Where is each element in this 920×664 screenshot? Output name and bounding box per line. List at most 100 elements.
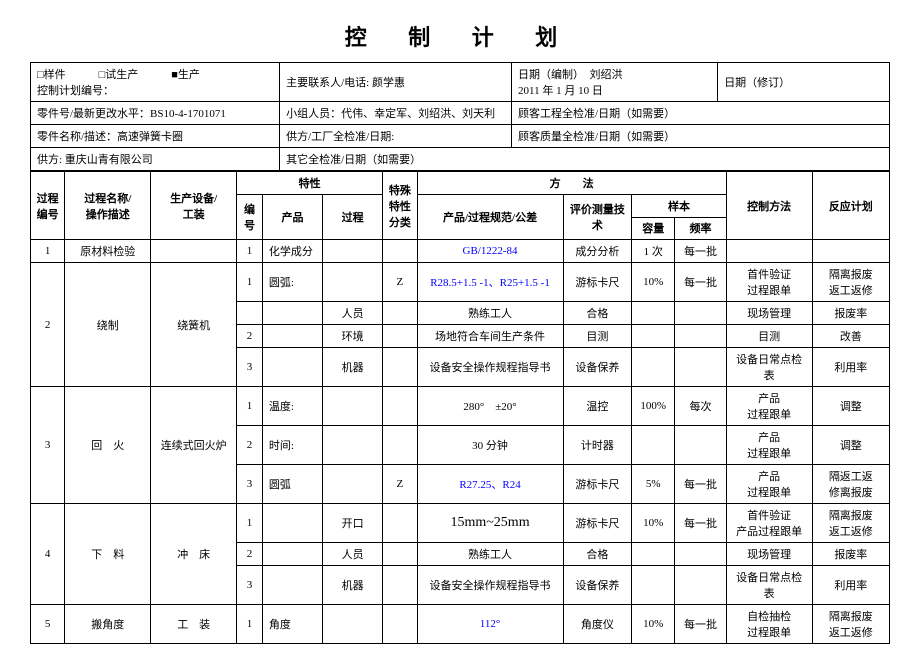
cell-react: 隔离报废 返工返修 bbox=[812, 504, 889, 543]
cell-product: 化学成分 bbox=[262, 240, 322, 263]
cell-spec: R27.25、R24 bbox=[417, 465, 563, 504]
cell-n: 2 bbox=[237, 426, 263, 465]
cell-cap bbox=[632, 426, 675, 465]
cell-process: 人员 bbox=[323, 302, 383, 325]
cell-spec: 280° ±20° bbox=[417, 387, 563, 426]
date-revised: 日期（修订） bbox=[718, 63, 890, 102]
cell-n: 2 bbox=[237, 543, 263, 566]
cell-eval: 计时器 bbox=[563, 426, 632, 465]
cell-ctrl: 产品 过程跟单 bbox=[726, 387, 812, 426]
cell-freq: 每一批 bbox=[675, 465, 727, 504]
cell-eval: 温控 bbox=[563, 387, 632, 426]
cell-product bbox=[262, 543, 322, 566]
cell-cap: 100% bbox=[632, 387, 675, 426]
cell-sp: Z bbox=[383, 465, 417, 504]
contact: 主要联系人/电话: 颜学惠 bbox=[280, 63, 512, 102]
cell-freq bbox=[675, 325, 727, 348]
cell-equip: 冲 床 bbox=[151, 504, 237, 605]
cell-eval: 设备保养 bbox=[563, 348, 632, 387]
cell-process: 人员 bbox=[323, 543, 383, 566]
cell-eval: 游标卡尺 bbox=[563, 504, 632, 543]
other-approval: 其它全检准/日期（如需要） bbox=[280, 148, 890, 171]
supplier-approval: 供方/工厂全检准/日期: bbox=[280, 125, 512, 148]
cell-ctrl: 产品 过程跟单 bbox=[726, 426, 812, 465]
cell-product: 圆弧: bbox=[262, 263, 322, 302]
table-row: 3回 火连续式回火炉1温度:280° ±20°温控100%每次产品 过程跟单调整 bbox=[31, 387, 890, 426]
col-reaction: 反应计划 bbox=[812, 172, 889, 240]
cell-procname: 下 料 bbox=[65, 504, 151, 605]
cell-react: 隔离报废 返工返修 bbox=[812, 263, 889, 302]
cell-spec: 112° bbox=[417, 605, 563, 644]
cell-product bbox=[262, 566, 322, 605]
cell-ctrl: 设备日常点检表 bbox=[726, 566, 812, 605]
cell-product: 温度: bbox=[262, 387, 322, 426]
cell-product: 圆弧 bbox=[262, 465, 322, 504]
cell-ctrl: 目测 bbox=[726, 325, 812, 348]
cell-product bbox=[262, 504, 322, 543]
table-row: 1原材料检验1化学成分GB/1222-84成分分析1 次每一批 bbox=[31, 240, 890, 263]
cell-cap: 5% bbox=[632, 465, 675, 504]
cell-freq bbox=[675, 566, 727, 605]
cell-sp bbox=[383, 426, 417, 465]
cust-eng: 顾客工程全检准/日期（如需要） bbox=[512, 102, 890, 125]
cell-product: 角度 bbox=[262, 605, 322, 644]
cell-freq bbox=[675, 348, 727, 387]
cell-n: 1 bbox=[237, 504, 263, 543]
cell-process bbox=[323, 605, 383, 644]
cell-n: 3 bbox=[237, 348, 263, 387]
cell-freq bbox=[675, 426, 727, 465]
cell-eval: 合格 bbox=[563, 543, 632, 566]
cell-eval: 游标卡尺 bbox=[563, 465, 632, 504]
cell-cap bbox=[632, 543, 675, 566]
cell-cap bbox=[632, 566, 675, 605]
col-process: 过程 bbox=[323, 195, 383, 240]
cell-react: 隔返工返 修离报废 bbox=[812, 465, 889, 504]
supplier: 供方: 重庆山青有限公司 bbox=[31, 148, 280, 171]
cell-n bbox=[237, 302, 263, 325]
cell-sp bbox=[383, 240, 417, 263]
cell-sp bbox=[383, 543, 417, 566]
date-created: 日期（编制） 刘绍洪 2011 年 1 月 10 日 bbox=[512, 63, 718, 102]
cell-product bbox=[262, 325, 322, 348]
cell-freq: 每次 bbox=[675, 387, 727, 426]
cell-ctrl: 首件验证 产品过程跟单 bbox=[726, 504, 812, 543]
cell-n: 3 bbox=[237, 566, 263, 605]
cell-cap bbox=[632, 348, 675, 387]
cell-ctrl: 现场管理 bbox=[726, 302, 812, 325]
cell-product bbox=[262, 302, 322, 325]
cell-process bbox=[323, 240, 383, 263]
cell-process: 环境 bbox=[323, 325, 383, 348]
cell-eval: 游标卡尺 bbox=[563, 263, 632, 302]
team: 小组人员：代伟、幸定军、刘绍洪、刘天利 bbox=[280, 102, 512, 125]
plan-type: □样件 □试生产 ■生产 控制计划编号： bbox=[31, 63, 280, 102]
col-procname: 过程名称/ 操作描述 bbox=[65, 172, 151, 240]
cell-product: 时间: bbox=[262, 426, 322, 465]
cell-eval: 合格 bbox=[563, 302, 632, 325]
cell-process: 机器 bbox=[323, 348, 383, 387]
cell-ctrl: 现场管理 bbox=[726, 543, 812, 566]
cell-ctrl: 设备日常点检表 bbox=[726, 348, 812, 387]
cell-cap bbox=[632, 302, 675, 325]
cell-sp: Z bbox=[383, 263, 417, 302]
cell-spec: 设备安全操作规程指导书 bbox=[417, 348, 563, 387]
col-product: 产品 bbox=[262, 195, 322, 240]
cell-ctrl bbox=[726, 240, 812, 263]
cell-n: 2 bbox=[237, 325, 263, 348]
cell-freq: 每一批 bbox=[675, 504, 727, 543]
cell-n: 3 bbox=[237, 465, 263, 504]
cell-eval: 成分分析 bbox=[563, 240, 632, 263]
cell-n: 1 bbox=[237, 605, 263, 644]
cell-react: 调整 bbox=[812, 387, 889, 426]
cell-cap: 10% bbox=[632, 605, 675, 644]
cell-eval: 目测 bbox=[563, 325, 632, 348]
cell-process bbox=[323, 465, 383, 504]
cell-procno: 2 bbox=[31, 263, 65, 387]
col-method: 方 法 bbox=[417, 172, 726, 195]
cell-n: 1 bbox=[237, 387, 263, 426]
col-special: 特殊 特性 分类 bbox=[383, 172, 417, 240]
cell-procno: 5 bbox=[31, 605, 65, 644]
cell-cap: 1 次 bbox=[632, 240, 675, 263]
cell-eval: 设备保养 bbox=[563, 566, 632, 605]
cell-n: 1 bbox=[237, 240, 263, 263]
cell-procname: 绕制 bbox=[65, 263, 151, 387]
